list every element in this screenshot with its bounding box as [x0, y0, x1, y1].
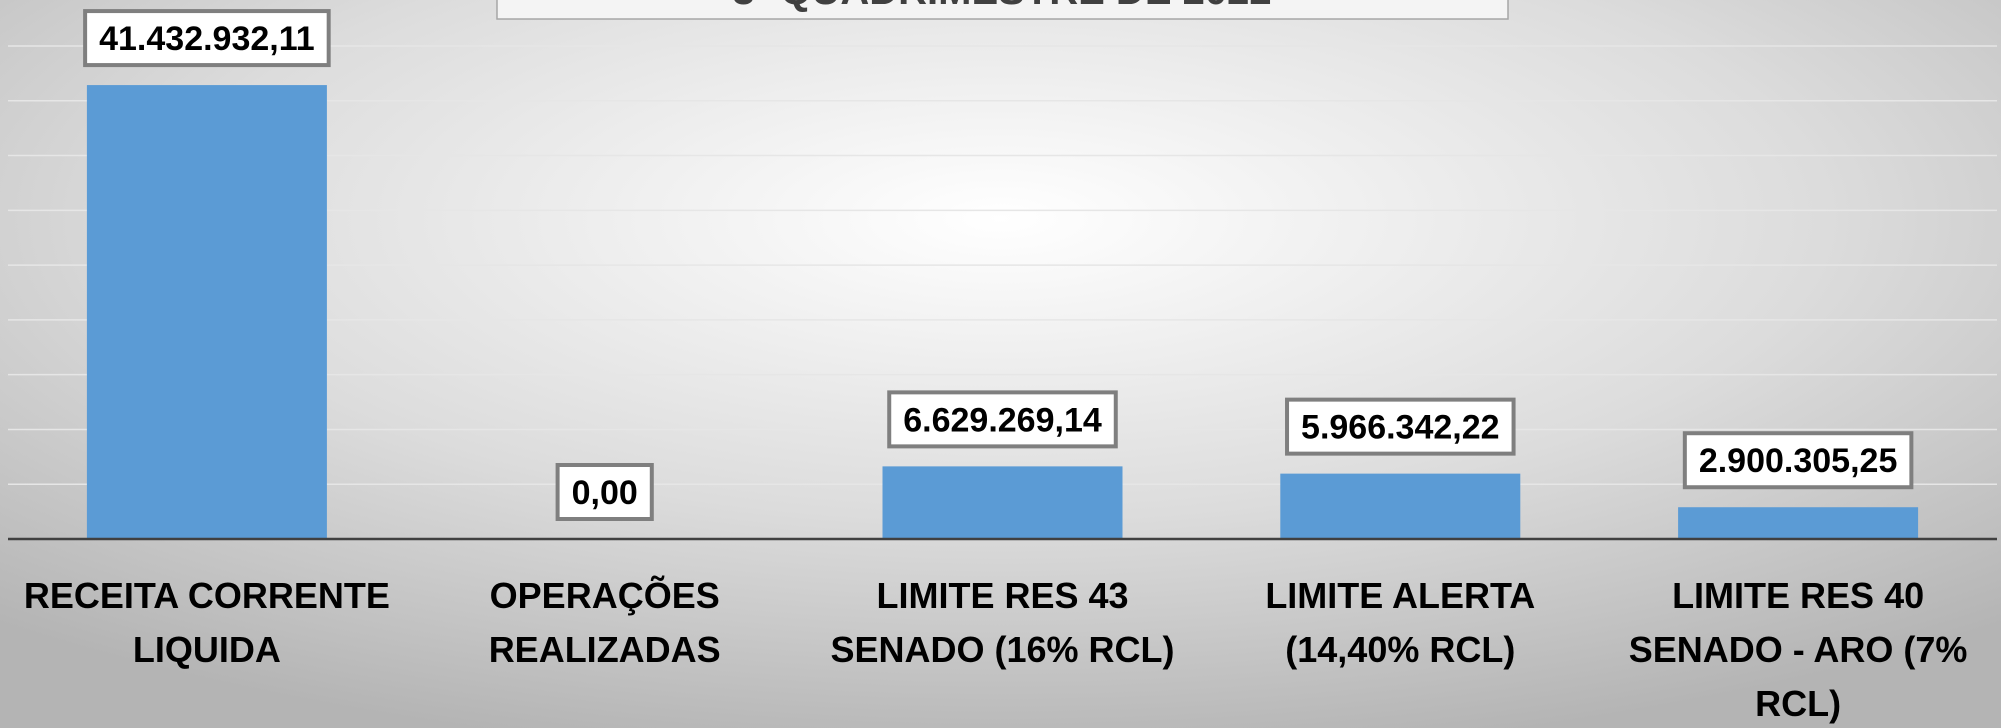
- x-tick-label-line: SENADO - ARO (7%: [1629, 629, 1968, 670]
- data-label: 41.432.932,11: [99, 20, 315, 58]
- x-tick-label: LIMITE ALERTA (14,40% RCL): [1265, 575, 1535, 670]
- plot: 41.432.932,11 RECEITA CORRENTE LIQUIDA 0,00…: [8, 9, 1997, 724]
- x-tick-label: LIMITE RES 40 SENADO - ARO (7% RCL): [1629, 575, 1968, 724]
- x-tick-label-line: RECEITA CORRENTE: [24, 575, 390, 616]
- data-label: 5.966.342,22: [1301, 409, 1500, 447]
- data-label: 6.629.269,14: [903, 401, 1102, 439]
- data-label-box: [887, 390, 1118, 449]
- bar: [882, 466, 1123, 539]
- x-tick-label-line: RCL): [1755, 683, 1841, 724]
- bar: [86, 85, 327, 539]
- bar: [1678, 507, 1919, 539]
- x-tick-label: RECEITA CORRENTE LIQUIDA: [24, 575, 390, 670]
- x-tick-label: LIMITE RES 43 SENADO (16% RCL): [830, 575, 1174, 670]
- x-tick-label-line: OPERAÇÕES: [490, 574, 720, 616]
- bar: [1280, 473, 1521, 539]
- x-tick-label-line: LIMITE ALERTA: [1265, 575, 1535, 616]
- x-tick-label-line: REALIZADAS: [489, 629, 721, 670]
- data-label: 2.900.305,25: [1699, 442, 1898, 480]
- data-label-box: [83, 9, 331, 68]
- data-label: 0,00: [572, 474, 638, 512]
- x-tick-label-line: LIQUIDA: [133, 629, 281, 670]
- x-tick-label-line: SENADO (16% RCL): [830, 629, 1174, 670]
- x-tick-label-line: LIMITE RES 40: [1672, 575, 1924, 616]
- x-tick-label-line: LIMITE RES 43: [876, 575, 1128, 616]
- data-label-box: [555, 463, 654, 521]
- x-tick-label-line: (14,40% RCL): [1285, 629, 1515, 670]
- chart-title: 3º QUADRIMESTRE DE 2022: [732, 0, 1271, 13]
- data-label-box: [1285, 397, 1516, 456]
- x-tick-label: OPERAÇÕES REALIZADAS: [489, 574, 721, 670]
- data-label-box: [1682, 431, 1914, 490]
- title-box: [496, 0, 1509, 20]
